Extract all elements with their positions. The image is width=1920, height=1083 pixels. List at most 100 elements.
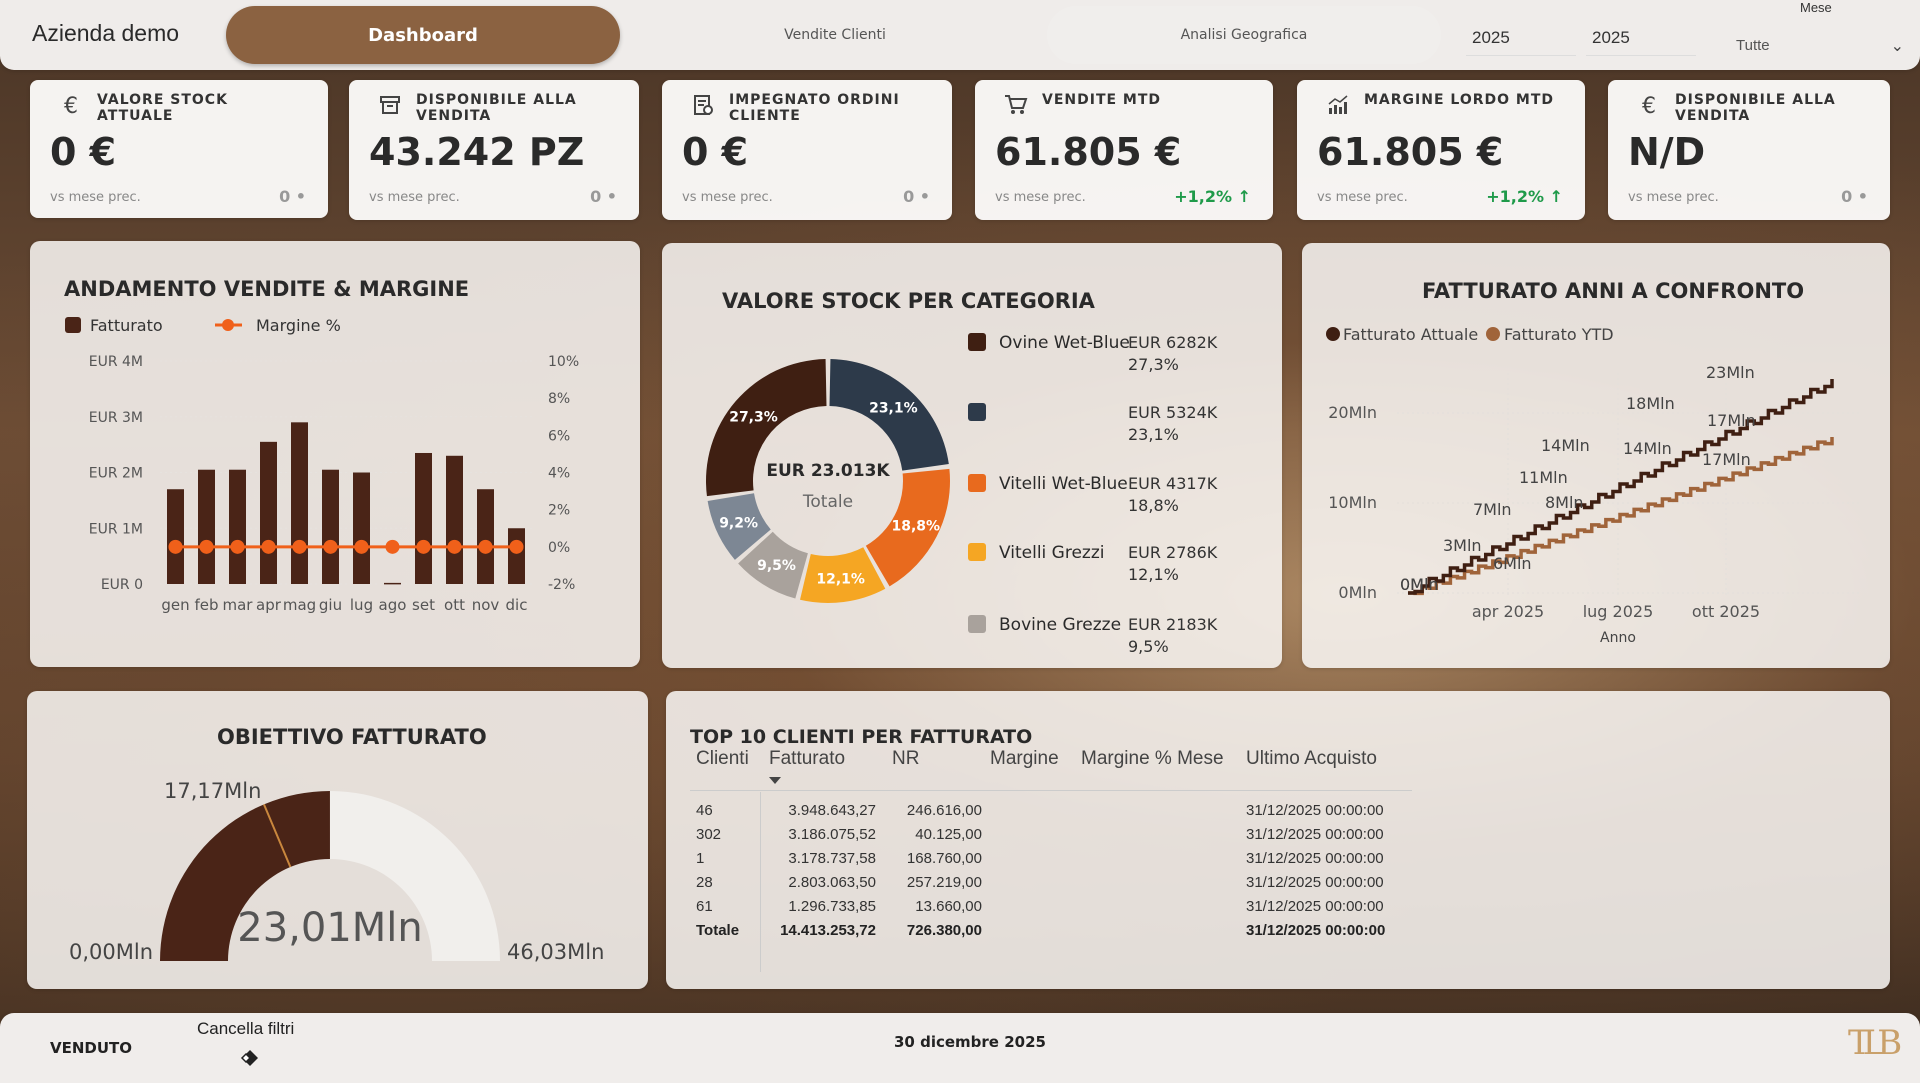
bar-fatturato-dic[interactable] [508, 528, 525, 584]
col-header-nr[interactable]: NR [892, 748, 920, 769]
kpi-delta: 0 • [590, 187, 617, 206]
bar-fatturato-nov[interactable] [477, 489, 494, 584]
table-header-divider [690, 790, 1412, 791]
company-name: Azienda demo [32, 20, 180, 46]
point-margine-ott[interactable] [447, 539, 462, 554]
bar-fatturato-gen[interactable] [167, 489, 184, 584]
kpi-title: IMPEGNATO ORDINI CLIENTE [729, 92, 900, 124]
y-right-tick: 4% [548, 466, 570, 482]
kpi-value: 0 € [50, 130, 117, 174]
bottom-bar: VENDUTO Cancella filtri 30 dicembre 2025… [0, 1013, 1920, 1083]
kpi-subtitle: vs mese prec. [50, 190, 141, 205]
legend-attuale-dot [1326, 327, 1340, 341]
kpi-card-disponibile-2: € DISPONIBILE ALLA VENDITA N/D vs mese p… [1608, 80, 1890, 220]
table-column-divider [760, 792, 761, 972]
year-filter-1[interactable]: 2025 [1466, 24, 1576, 56]
point-margine-giu[interactable] [323, 539, 338, 554]
donut-slice-1[interactable] [829, 359, 949, 471]
bar-fatturato-set[interactable] [415, 452, 432, 584]
kpi-card-margine-lordo: MARGINE LORDO MTD 61.805 € vs mese prec.… [1297, 80, 1585, 220]
bar-fatturato-mar[interactable] [229, 469, 246, 584]
legend-value-4: EUR 2183K [1128, 615, 1218, 634]
legend-swatch-4 [968, 615, 986, 633]
cell-nr: 726.380,00 [906, 922, 982, 939]
bar-fatturato-lug[interactable] [353, 472, 370, 585]
year-filter-2[interactable]: 2025 [1586, 24, 1696, 56]
legend-pct-2: 18,8% [1128, 496, 1179, 515]
point-margine-mag[interactable] [292, 539, 307, 554]
mese-dropdown[interactable]: Tutte ⌄ [1728, 34, 1910, 62]
legend-margine-label: Margine % [256, 316, 341, 335]
cell-cliente: 1 [696, 850, 705, 867]
invoice-icon [690, 94, 716, 122]
donut-slice-label-1: 23,1% [869, 400, 918, 416]
donut-slice-2[interactable] [865, 468, 950, 587]
point-margine-lug[interactable] [354, 539, 369, 554]
y-tick: 0Mln [1338, 583, 1377, 602]
bar-fatturato-ott[interactable] [446, 455, 463, 584]
x-tick-mag: mag [283, 596, 316, 614]
point-margine-mar[interactable] [230, 539, 245, 554]
x-tick-set: set [412, 596, 435, 614]
x-tick-feb: feb [194, 596, 218, 614]
cell-fatturato: 3.948.643,27 [788, 802, 876, 819]
donut-center-value: EUR 23.013K [766, 461, 890, 481]
y-left-tick: EUR 3M [89, 410, 143, 426]
x-tick-giu: giu [319, 596, 342, 614]
yoy-line-chart: Fatturato Attuale Fatturato YTD 20Mln 10Mln… [1326, 325, 1862, 646]
x-tick: ott 2025 [1692, 602, 1760, 621]
col-header-ultimo-acquisto[interactable]: Ultimo Acquisto [1246, 748, 1377, 769]
col-header-margine[interactable]: Margine [990, 748, 1059, 769]
donut-slice-label-5: 9,2% [719, 515, 758, 531]
bar-fatturato-giu[interactable] [322, 469, 339, 584]
y-tick: 10Mln [1328, 493, 1377, 512]
point-margine-nov[interactable] [478, 539, 493, 554]
tab-vendite-clienti[interactable]: Vendite Clienti [784, 27, 886, 43]
stock-donut-chart: 27,3% 23,1% 18,8% 12,1% 9,5% 9,2% EUR 23.013K T… [706, 333, 1218, 656]
point-margine-ago[interactable] [385, 539, 400, 554]
bar-fatturato-feb[interactable] [198, 469, 215, 584]
legend-swatch-1 [968, 403, 986, 421]
label-attuale-1: 3Mln [1443, 536, 1482, 555]
tab-analisi-geografica[interactable]: Analisi Geografica [1047, 6, 1441, 64]
x-tick-nov: nov [472, 596, 500, 614]
cell-cliente: 61 [696, 898, 713, 915]
x-tick: lug 2025 [1583, 602, 1654, 621]
donut-slice-5[interactable] [707, 493, 771, 560]
kpi-subtitle: vs mese prec. [682, 190, 773, 205]
y-left-tick: EUR 0 [101, 577, 143, 593]
box-icon [377, 94, 403, 122]
donut-slice-3[interactable] [800, 547, 886, 603]
point-margine-set[interactable] [416, 539, 431, 554]
cell-cliente: 302 [696, 826, 722, 843]
point-margine-gen[interactable] [168, 539, 183, 554]
label-attuale-3: 11Mln [1519, 468, 1568, 487]
x-tick-mar: mar [223, 596, 254, 614]
donut-slice-4[interactable] [738, 531, 808, 599]
col-header-clienti[interactable]: Clienti [696, 748, 749, 769]
cell-cliente: Totale [696, 922, 740, 939]
tab-dashboard[interactable]: Dashboard [226, 6, 620, 64]
clear-filters-button[interactable]: Cancella filtri [197, 1019, 295, 1038]
label-ytd-3: 14Mln [1623, 439, 1672, 458]
point-margine-apr[interactable] [261, 539, 276, 554]
legend-margine-dot [222, 319, 234, 331]
kpi-delta: 0 • [279, 187, 306, 206]
col-header-fatturato[interactable]: Fatturato [769, 748, 846, 769]
bar-fatturato-apr[interactable] [260, 441, 277, 584]
col-header-margine-pct[interactable]: Margine % Mese [1081, 748, 1224, 769]
bar-fatturato-ago[interactable] [384, 582, 401, 585]
donut-slice-0[interactable] [706, 359, 827, 497]
x-axis-label: Anno [1600, 630, 1636, 646]
label-ytd-4: 17Mln [1707, 411, 1756, 430]
point-margine-dic[interactable] [509, 539, 524, 554]
cart-icon [1003, 94, 1029, 122]
top-clients-panel: TOP 10 CLIENTI PER FATTURATO [666, 691, 1890, 989]
eraser-icon[interactable] [238, 1045, 264, 1071]
kpi-card-disponibile: DISPONIBILE ALLA VENDITA 43.242 PZ vs me… [349, 80, 639, 220]
kpi-title: MARGINE LORDO MTD [1364, 92, 1555, 108]
bar-fatturato-mag[interactable] [291, 422, 308, 584]
point-margine-feb[interactable] [199, 539, 214, 554]
cell-ultimo-acquisto: 31/12/2025 00:00:00 [1246, 802, 1384, 819]
kpi-value: 61.805 € [1317, 130, 1504, 174]
